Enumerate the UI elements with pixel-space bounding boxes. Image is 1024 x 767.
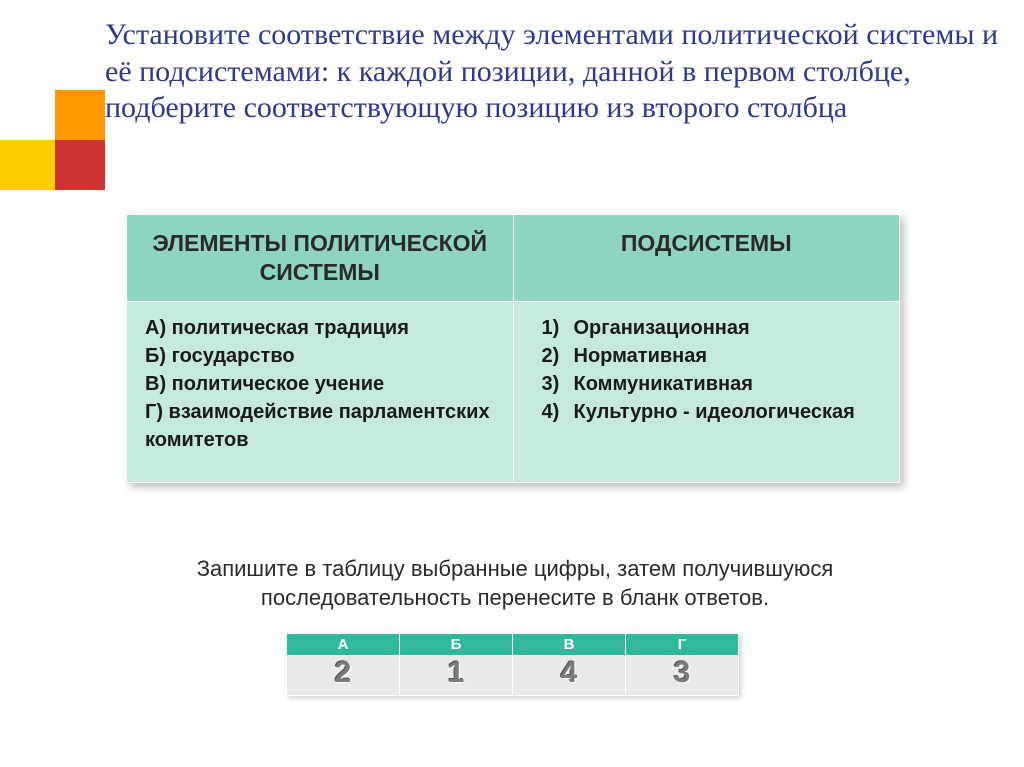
answer-value-v: 4 xyxy=(513,656,626,696)
subsystems-cell: 1)Организационная 2)Нормативная 3)Коммун… xyxy=(513,301,900,482)
answer-value-b: 1 xyxy=(400,656,513,696)
element-a: А) политическая традиция xyxy=(145,314,495,342)
answer-header-v: В xyxy=(513,634,626,656)
subsystem-4: 4)Культурно - идеологическая xyxy=(542,398,882,426)
col-header-subsystems: ПОДСИСТЕМЫ xyxy=(513,215,900,302)
answer-header-a: А xyxy=(287,634,400,656)
element-g: Г) взаимодействие парламентских комитето… xyxy=(145,398,495,454)
answer-value-a: 2 xyxy=(287,656,400,696)
answer-value-g: 3 xyxy=(626,656,739,696)
element-b: Б) государство xyxy=(145,342,495,370)
subsystem-2: 2)Нормативная xyxy=(542,342,882,370)
deco-square-red xyxy=(55,140,105,190)
deco-square-orange xyxy=(55,90,105,140)
slide-decoration xyxy=(0,90,110,190)
instruction-text: Запишите в таблицу выбранные цифры, зате… xyxy=(105,555,925,612)
col-header-elements: ЭЛЕМЕНТЫ ПОЛИТИЧЕСКОЙ СИСТЕМЫ xyxy=(127,215,514,302)
answer-header-b: Б xyxy=(400,634,513,656)
slide-title: Установите соответствие между элементами… xyxy=(105,17,1015,127)
subsystem-1: 1)Организационная xyxy=(542,314,882,342)
element-v: В) политическое учение xyxy=(145,370,495,398)
answer-header-g: Г xyxy=(626,634,739,656)
elements-cell: А) политическая традиция Б) государство … xyxy=(127,301,514,482)
subsystem-3: 3)Коммуникативная xyxy=(542,370,882,398)
answer-table: А Б В Г 2 1 4 3 xyxy=(286,633,739,696)
matching-table: ЭЛЕМЕНТЫ ПОЛИТИЧЕСКОЙ СИСТЕМЫ ПОДСИСТЕМЫ… xyxy=(126,214,900,483)
deco-square-yellow xyxy=(0,140,55,190)
